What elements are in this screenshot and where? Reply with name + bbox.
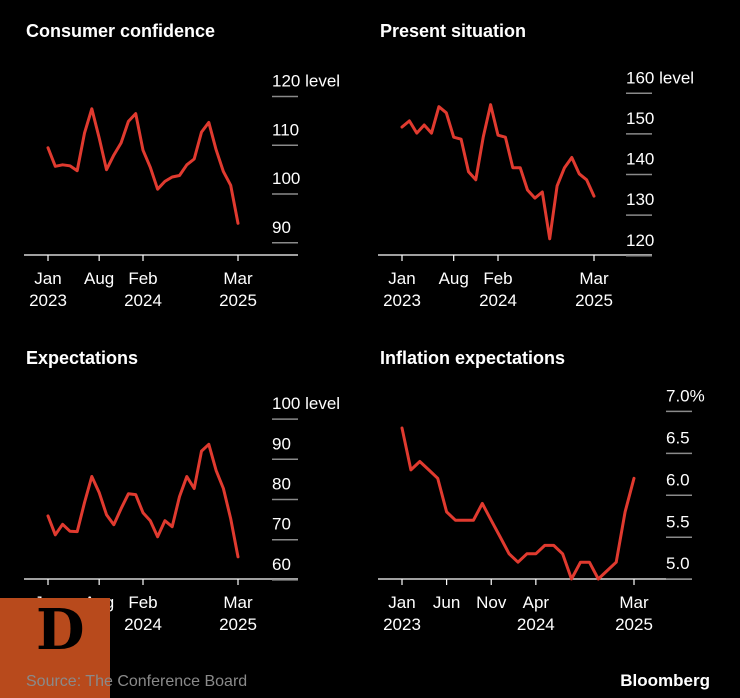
x-tick-year-label: 2025 [615,615,653,634]
x-tick-year-label: 2024 [479,291,517,310]
logo-badge: D [0,598,110,698]
x-tick-year-label: 2025 [219,615,257,634]
chart-title-present-situation: Present situation [380,21,527,41]
y-tick-label: 120 level [272,72,340,91]
x-tick-label: Jun [433,593,460,612]
chart-title-consumer-confidence: Consumer confidence [26,21,216,41]
brand-label: Bloomberg [620,671,710,690]
x-tick-label: Aug [439,269,469,288]
y-tick-label: 120 [626,231,654,250]
x-tick-year-label: 2023 [29,291,67,310]
x-tick-label: Jan [388,593,415,612]
y-tick-label: 7.0% [666,386,705,405]
y-tick-label: 6.0 [666,470,690,489]
x-tick-year-label: 2025 [575,291,613,310]
y-tick-label: 90 [272,218,291,237]
x-tick-year-label: 2023 [383,291,421,310]
series-line [400,103,596,241]
y-tick-label: 100 level [272,394,340,413]
x-tick-label: Mar [579,269,609,288]
y-tick-label: 100 [272,169,300,188]
chart-title-expectations: Expectations [26,348,139,368]
series-line [400,426,636,581]
y-tick-label: 60 [272,555,291,574]
x-tick-label: Mar [223,269,253,288]
x-tick-year-label: 2025 [219,291,257,310]
x-tick-label: Nov [476,593,507,612]
x-tick-label: Aug [84,269,114,288]
y-tick-label: 140 [626,150,654,169]
y-tick-label: 110 [272,120,299,139]
logo-letter: D [36,597,85,663]
x-tick-label: Feb [128,593,157,612]
y-tick-label: 150 [626,109,654,128]
y-tick-label: 5.0 [666,554,690,573]
x-tick-label: Jan [388,269,415,288]
y-tick-label: 80 [272,475,291,494]
chart-title-inflation-expectations: Inflation expectations [380,348,566,368]
y-tick-label: 6.5 [666,428,690,447]
x-tick-year-label: 2024 [124,291,162,310]
x-tick-year-label: 2023 [383,615,421,634]
x-tick-label: Feb [128,269,157,288]
y-tick-label: 90 [272,434,291,453]
y-tick-label: 160 level [626,68,694,87]
y-tick-label: 130 [626,190,654,209]
x-tick-label: Feb [483,269,512,288]
series-line [46,107,240,225]
series-line [46,442,240,559]
x-tick-label: Mar [223,593,253,612]
source-note: Source: The Conference Board [26,673,248,690]
y-tick-label: 70 [272,515,291,534]
x-tick-label: Mar [619,593,649,612]
x-tick-label: Apr [523,593,550,612]
y-tick-label: 5.5 [666,512,690,531]
x-tick-year-label: 2024 [124,615,162,634]
x-tick-label: Jan [34,269,61,288]
x-tick-year-label: 2024 [517,615,555,634]
